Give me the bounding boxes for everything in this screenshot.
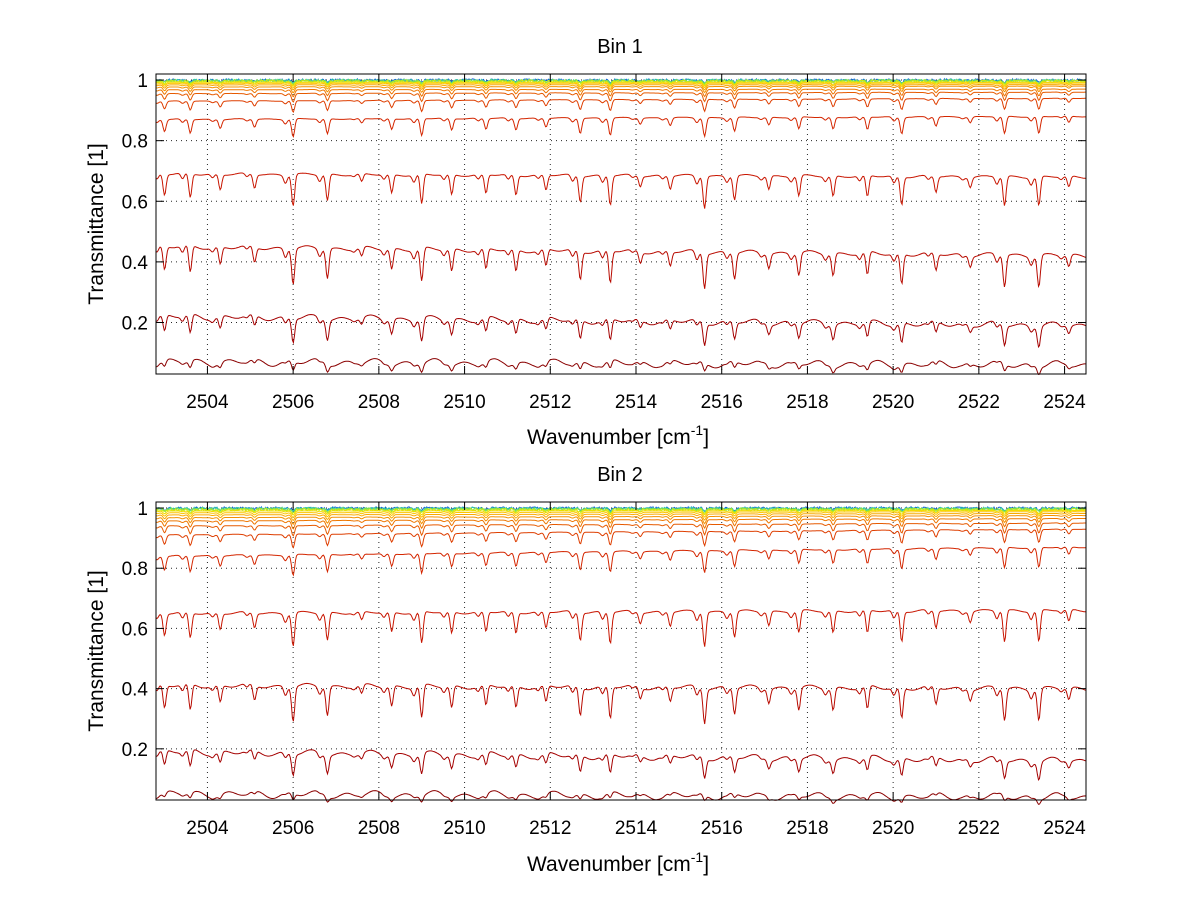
series-line	[155, 245, 1087, 289]
x-tick-label: 2518	[786, 392, 828, 413]
x-axis-label-sup: -1	[691, 849, 704, 865]
series-line	[155, 546, 1086, 577]
series-line	[155, 609, 1087, 647]
x-tick-label: 2510	[443, 392, 485, 413]
x-tick-label: 2518	[786, 818, 828, 839]
chart-panel-bin-1: Bin 1 2504 2506 2508 2510 2512 2514 2516 2518 25…	[85, 36, 1087, 449]
x-tick-label: 2506	[272, 818, 314, 839]
x-tick-label: 2514	[615, 392, 658, 413]
x-axis-label-tail: ]	[703, 853, 709, 876]
grid-lines	[156, 502, 1086, 800]
series-line	[155, 85, 1086, 94]
series-line	[155, 97, 1086, 113]
y-tick-label: 1	[137, 71, 148, 92]
y-axis-label: Transmittance [1]	[85, 570, 108, 731]
x-axis-label-tail: ]	[703, 426, 709, 449]
x-tick-label: 2504	[186, 818, 229, 839]
y-tick-label: 1	[137, 499, 148, 520]
x-tick-label: 2504	[186, 392, 229, 413]
chart-panel-bin-2: Bin 2 2504 2506 2508 2510 2512 2514 2516 2518 25…	[85, 464, 1087, 876]
chart-title: Bin 2	[597, 464, 643, 486]
series-line	[155, 78, 1087, 86]
x-tick-label: 2520	[872, 818, 914, 839]
y-tick-label: 0.2	[122, 740, 148, 761]
x-tick-label: 2516	[701, 392, 743, 413]
y-tick-label: 0.4	[122, 680, 149, 701]
series-line	[155, 528, 1086, 549]
series-line	[156, 509, 1086, 516]
series-line	[155, 512, 1086, 522]
x-tick-label: 2514	[615, 818, 658, 839]
series-lines	[155, 77, 1087, 375]
x-tick-label: 2512	[529, 392, 571, 413]
x-axis-label-sup: -1	[691, 422, 704, 438]
x-tick-label: 2522	[958, 392, 1000, 413]
x-tick-label: 2510	[443, 818, 485, 839]
series-line	[155, 790, 1087, 805]
ticks: 2504 2506 2508 2510 2512 2514 2516 2518 2520 2522…	[122, 71, 1087, 413]
x-tick-label: 2512	[529, 818, 571, 839]
series-line	[155, 81, 1086, 87]
series-line	[155, 172, 1087, 209]
x-tick-label: 2520	[872, 392, 914, 413]
series-line	[155, 313, 1087, 349]
series-line	[155, 82, 1086, 89]
series-line	[155, 518, 1086, 530]
series-line	[155, 91, 1086, 103]
y-tick-label: 0.4	[122, 253, 149, 274]
x-tick-label: 2524	[1043, 818, 1086, 839]
series-line	[155, 115, 1086, 139]
ticks: 2504 2506 2508 2510 2512 2514 2516 2518 2520 2522…	[122, 499, 1087, 839]
series-line	[155, 88, 1086, 98]
x-tick-label: 2516	[701, 818, 743, 839]
series-line	[155, 511, 1086, 519]
axes-frame	[155, 73, 1087, 375]
series-line	[155, 515, 1086, 525]
axes-frame	[155, 501, 1087, 801]
x-axis-label-main: Wavenumber [cm	[527, 853, 691, 876]
series-line	[155, 507, 1087, 515]
y-tick-label: 0.8	[122, 559, 148, 580]
x-axis-label: Wavenumber [cm-1]	[527, 422, 709, 449]
series-line	[155, 749, 1087, 781]
y-axis-label: Transmittance [1]	[85, 143, 108, 304]
series-line	[155, 682, 1087, 725]
x-tick-label: 2506	[272, 392, 314, 413]
series-line	[155, 358, 1086, 375]
x-axis-label: Wavenumber [cm-1]	[527, 849, 709, 876]
x-axis-label-main: Wavenumber [cm	[527, 426, 691, 449]
y-tick-label: 0.2	[122, 313, 148, 334]
x-tick-label: 2508	[358, 818, 400, 839]
series-lines	[155, 505, 1087, 805]
y-tick-label: 0.6	[122, 619, 148, 640]
series-line	[155, 84, 1086, 91]
y-tick-label: 0.8	[122, 132, 148, 153]
x-tick-label: 2522	[958, 818, 1000, 839]
x-tick-label: 2524	[1043, 392, 1086, 413]
series-line	[155, 522, 1086, 537]
y-tick-label: 0.6	[122, 192, 148, 213]
grid-lines	[156, 74, 1086, 374]
x-tick-label: 2508	[358, 392, 400, 413]
chart-title: Bin 1	[597, 36, 643, 58]
